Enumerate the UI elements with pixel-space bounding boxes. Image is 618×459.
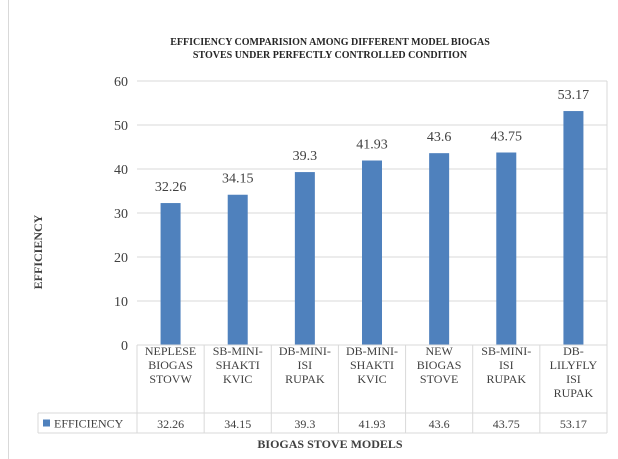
- table-value: 34.15: [224, 417, 251, 431]
- x-category-label: NEPLESE BIOGAS STOVW: [145, 344, 196, 386]
- bar: [227, 194, 248, 345]
- bar: [160, 203, 181, 345]
- data-table: NEPLESE BIOGAS STOVW 32.26 SB-MINI-SHAKTI KVI…: [37, 81, 608, 434]
- data-label: 43.6: [427, 130, 452, 145]
- data-label: 41.93: [356, 138, 388, 153]
- chart-title-line-2: STOVES UNDER PERFECTLY CONTROLLED CONDIT…: [193, 50, 468, 61]
- bar: [496, 152, 517, 345]
- chart-title-line-1: EFFICIENCY COMPARISION AMONG DIFFERENT M…: [170, 37, 490, 48]
- y-tick-label: 20: [114, 251, 128, 266]
- data-label: 39.3: [293, 149, 318, 164]
- bar: [563, 111, 584, 345]
- legend-label: EFFICIENCY: [54, 417, 124, 431]
- x-category-label: SB-MINI-SHAKTI KVIC: [213, 344, 263, 386]
- chart-title: EFFICIENCY COMPARISION AMONG DIFFERENT M…: [170, 37, 490, 61]
- y-tick-label: 60: [114, 75, 128, 90]
- data-labels: 32.26 34.15 39.3 41.93 43.6 43.75 53.17: [155, 88, 589, 195]
- y-tick-label: 10: [114, 295, 128, 310]
- y-tick-label: 40: [114, 163, 128, 178]
- data-label: 53.17: [558, 88, 590, 103]
- data-label: 43.75: [491, 130, 523, 145]
- bar: [429, 153, 450, 345]
- data-label: 32.26: [155, 180, 187, 195]
- y-axis-title: EFFICIENCY: [31, 214, 45, 289]
- x-category-label: DB-LILYFLY ISI RUPAK: [550, 344, 598, 400]
- bar: [362, 160, 382, 345]
- table-value: 39.3: [294, 417, 315, 431]
- x-category-label: DB-MINI-SHAKTI KVIC: [346, 344, 398, 386]
- table-value: 32.26: [157, 417, 184, 431]
- table-value: 41.93: [359, 417, 386, 431]
- y-tick-label: 0: [121, 339, 128, 354]
- y-tick-label: 30: [114, 207, 128, 222]
- x-category-label: SB-MINI-ISI RUPAK: [481, 344, 531, 386]
- y-axis-tick-labels: 0 10 20 30 40 50 60: [114, 75, 128, 354]
- legend-key: [43, 419, 50, 427]
- x-category-label: DB-MINI-ISI RUPAK: [279, 344, 331, 386]
- bar: [294, 172, 315, 345]
- page-rule: [8, 0, 9, 459]
- table-value: 43.6: [429, 417, 450, 431]
- y-tick-label: 50: [114, 119, 128, 134]
- x-category-label: NEW BIOGAS STOVE: [417, 344, 462, 386]
- table-value: 53.17: [560, 417, 587, 431]
- table-value: 43.75: [493, 417, 520, 431]
- data-label: 34.15: [222, 172, 254, 187]
- x-axis-title: BIOGAS STOVE MODELS: [257, 437, 402, 451]
- bars: [160, 111, 584, 345]
